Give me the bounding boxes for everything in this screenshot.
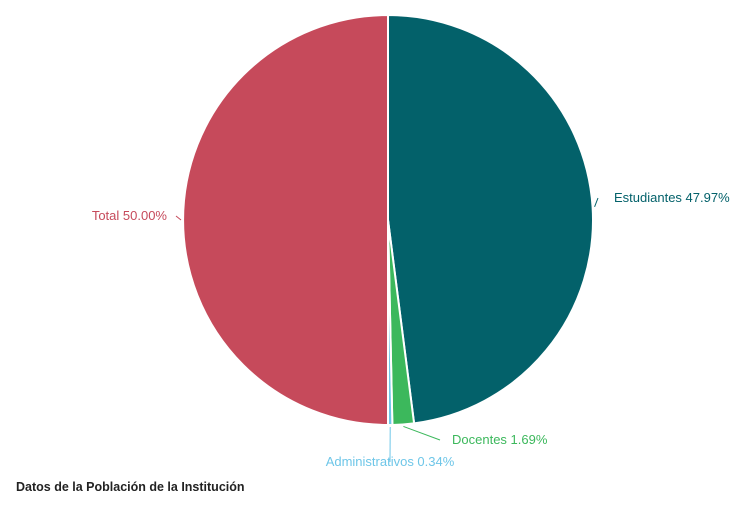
pie-label-leaders: [175, 197, 599, 463]
pie-leader-total: [175, 215, 182, 221]
pie-label-estudiantes: Estudiantes 47.97%: [614, 190, 730, 205]
pie-leader-estudiantes: [594, 197, 599, 207]
pie-label-total: Total 50.00%: [92, 208, 168, 223]
pie-slices: [182, 13, 594, 427]
pie-labels: Estudiantes 47.97% Docentes 1.69% Administ…: [92, 190, 730, 469]
chart-caption: Datos de la Población de la Institución: [16, 480, 245, 494]
pie-label-administrativos: Administrativos 0.34%: [326, 454, 455, 469]
pie-slice-estudiantes: [387, 13, 594, 425]
pie-label-docentes: Docentes 1.69%: [452, 432, 548, 447]
pie-slice-total: [182, 13, 389, 427]
pie-leader-docentes: [403, 425, 441, 441]
